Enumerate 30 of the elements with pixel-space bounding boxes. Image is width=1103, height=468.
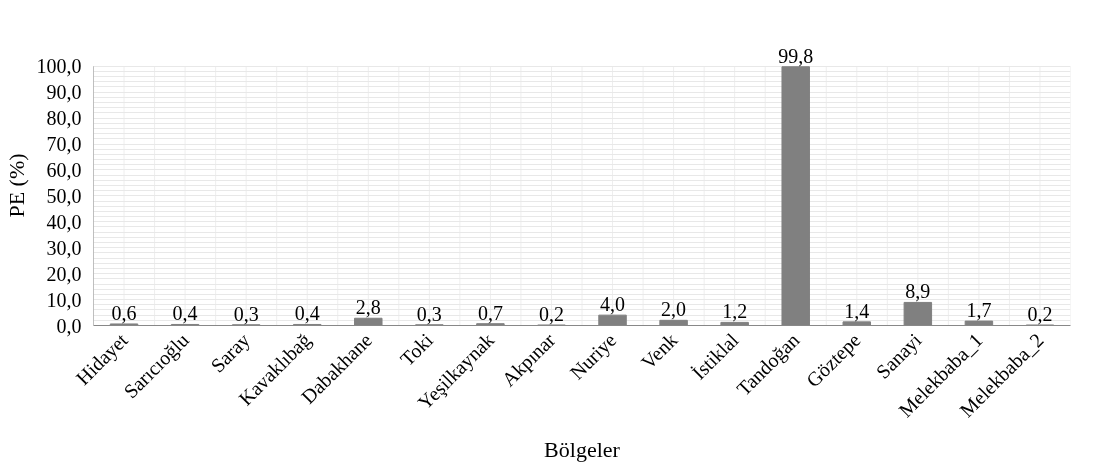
data-label: 2,0 — [661, 298, 687, 321]
data-label: 0,4 — [294, 302, 320, 325]
data-label: 99,8 — [778, 44, 814, 67]
data-label: 1,4 — [844, 299, 870, 322]
y-tick-label: 80,0 — [46, 107, 82, 130]
y-tick-label: 90,0 — [46, 81, 82, 104]
data-label: 0,3 — [233, 302, 259, 325]
x-tick-label: Venk — [636, 328, 682, 374]
data-label: 0,7 — [477, 301, 503, 324]
y-tick-label: 20,0 — [46, 262, 82, 285]
data-label: 2,8 — [355, 296, 381, 319]
data-label: 0,2 — [538, 302, 564, 325]
data-label: 0,4 — [172, 302, 198, 325]
y-tick-label: 70,0 — [46, 133, 82, 156]
data-label: 0,2 — [1027, 302, 1053, 325]
data-label: 8,9 — [905, 280, 931, 303]
data-label: 0,3 — [416, 302, 442, 325]
y-tick-label: 50,0 — [46, 184, 82, 207]
y-tick-label: 60,0 — [46, 158, 82, 181]
data-label: 4,0 — [600, 293, 626, 316]
y-tick-label: 100,0 — [36, 55, 82, 78]
y-tick-label: 10,0 — [46, 288, 82, 311]
y-axis-title: PE (%) — [3, 153, 29, 218]
y-tick-label: 40,0 — [46, 210, 82, 233]
y-tick-label: 30,0 — [46, 236, 82, 259]
y-tick-label: 0,0 — [56, 314, 82, 337]
data-label: 0,6 — [111, 301, 137, 324]
x-axis-title: Bölgeler — [544, 437, 621, 463]
data-label: 1,2 — [722, 300, 748, 323]
data-label: 1,7 — [966, 299, 992, 322]
